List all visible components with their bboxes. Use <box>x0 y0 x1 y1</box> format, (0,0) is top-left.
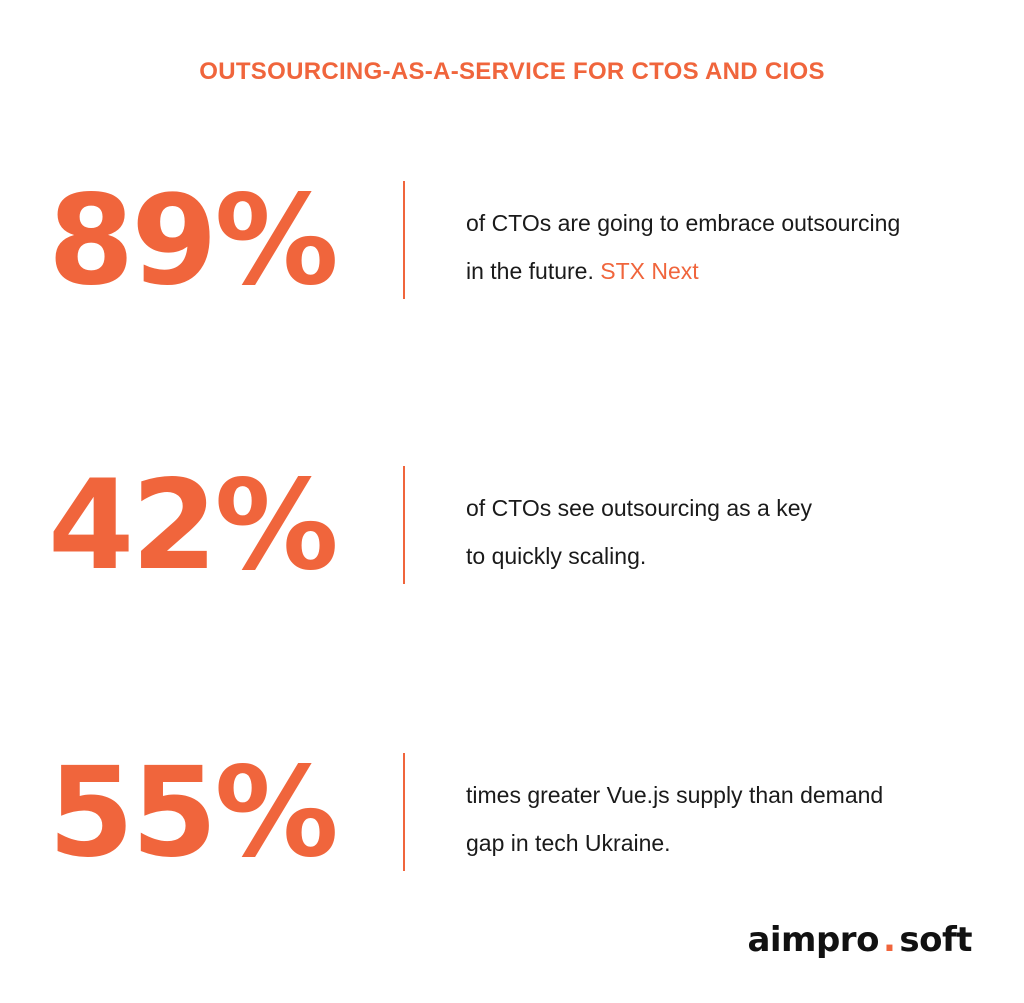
stat-description: times greater Vue.js supply than demand … <box>466 771 996 867</box>
stat-description-line: of CTOs see outsourcing as a key <box>466 495 813 521</box>
stat-description-line: times greater Vue.js supply than demand <box>466 782 884 808</box>
source-link[interactable]: STX Next <box>600 258 699 284</box>
stat-description-line: in the future. STX Next <box>466 247 996 295</box>
stat-block: 42% of CTOs see outsourcing as a key to … <box>0 454 1024 598</box>
stat-description-line: gap in tech Ukraine. <box>466 830 671 856</box>
logo-dot: . <box>882 920 896 960</box>
stat-description-text: in the future. <box>466 258 594 284</box>
page-title: OUTSOURCING-AS-A-SERVICE FOR CTOS AND CI… <box>199 58 825 85</box>
logo-text-primary: aimpro <box>747 920 879 960</box>
divider <box>403 181 405 299</box>
stat-description: of CTOs are going to embrace outsourcing… <box>466 199 996 295</box>
divider <box>403 753 405 871</box>
divider <box>403 466 405 584</box>
stat-value: 89% <box>48 169 339 313</box>
logo-text-secondary: soft <box>899 920 972 960</box>
stat-value: 55% <box>48 741 339 885</box>
brand-logo: aimpro. soft <box>747 920 972 960</box>
stat-block: 55% times greater Vue.js supply than dem… <box>0 741 1024 885</box>
stat-description-line: to quickly scaling. <box>466 543 647 569</box>
stat-value: 42% <box>48 454 339 598</box>
stat-block: 89% of CTOs are going to embrace outsour… <box>0 169 1024 313</box>
stat-description: of CTOs see outsourcing as a key to quic… <box>466 484 996 580</box>
stat-description-line: of CTOs are going to embrace outsourcing <box>466 210 901 236</box>
